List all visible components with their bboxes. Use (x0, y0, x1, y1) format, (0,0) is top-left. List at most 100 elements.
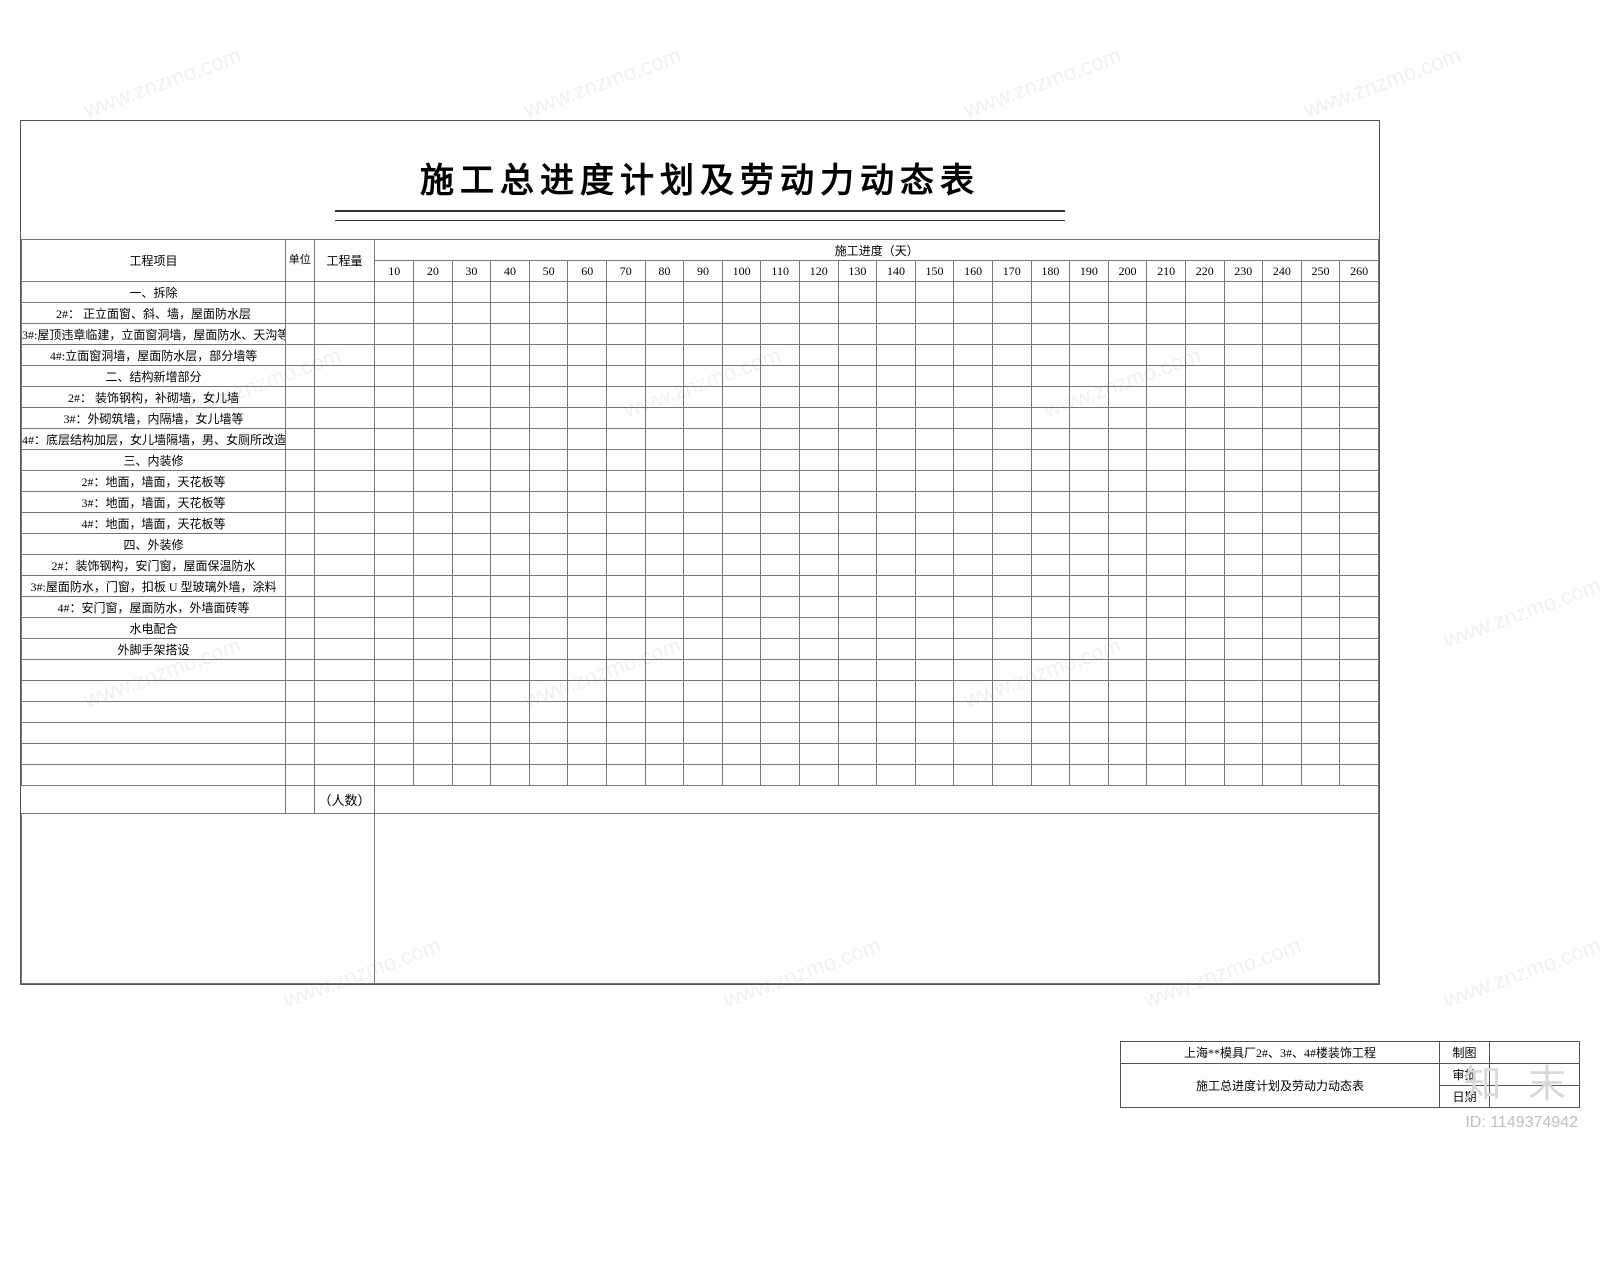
gantt-cell (838, 702, 877, 723)
gantt-cell (1147, 744, 1186, 765)
gantt-cell (1185, 366, 1224, 387)
gantt-cell (915, 450, 954, 471)
gantt-cell (722, 555, 761, 576)
gantt-cell (1031, 765, 1070, 786)
gantt-cell (607, 681, 646, 702)
gantt-cell (799, 408, 838, 429)
gantt-cell (414, 345, 453, 366)
gantt-cell (1224, 576, 1263, 597)
gantt-cell (722, 282, 761, 303)
gantt-cell (645, 345, 684, 366)
gantt-cell (1108, 471, 1147, 492)
gantt-cell (684, 702, 723, 723)
gantt-cell (1031, 492, 1070, 513)
gantt-cell (414, 555, 453, 576)
gantt-cell (1031, 744, 1070, 765)
gantt-cell (761, 492, 800, 513)
gantt-cell (954, 765, 993, 786)
gantt-cell (877, 303, 916, 324)
gantt-cell (645, 408, 684, 429)
gantt-cell (1070, 324, 1109, 345)
gantt-cell (1031, 555, 1070, 576)
gantt-cell (529, 387, 568, 408)
gantt-cell (761, 534, 800, 555)
row-project-label: 3#:屋面防水，门窗，扣板 U 型玻璃外墙，涂料 (22, 576, 286, 597)
row-qty (314, 282, 375, 303)
gantt-cell (491, 345, 530, 366)
gantt-cell (722, 765, 761, 786)
gantt-cell (645, 534, 684, 555)
gantt-cell (452, 765, 491, 786)
th-day: 110 (761, 261, 800, 282)
gantt-cell (1185, 450, 1224, 471)
th-day: 30 (452, 261, 491, 282)
gantt-cell (1031, 303, 1070, 324)
gantt-cell (491, 618, 530, 639)
gantt-cell (1108, 639, 1147, 660)
gantt-cell (529, 513, 568, 534)
gantt-cell (568, 408, 607, 429)
gantt-cell (915, 702, 954, 723)
gantt-cell (414, 408, 453, 429)
gantt-cell (722, 681, 761, 702)
row-project-label: 2#： 装饰钢构，补砌墙，女儿墙 (22, 387, 286, 408)
gantt-cell (1185, 282, 1224, 303)
gantt-cell (722, 387, 761, 408)
gantt-cell (1185, 702, 1224, 723)
gantt-cell (684, 450, 723, 471)
gantt-cell (452, 744, 491, 765)
gantt-cell (722, 471, 761, 492)
gantt-cell (375, 597, 414, 618)
gantt-cell (375, 744, 414, 765)
gantt-cell (452, 429, 491, 450)
row-qty (314, 513, 375, 534)
gantt-cell (1185, 345, 1224, 366)
gantt-cell (568, 618, 607, 639)
gantt-cell (684, 576, 723, 597)
row-unit (286, 408, 314, 429)
gantt-cell (1070, 723, 1109, 744)
gantt-cell (915, 660, 954, 681)
gantt-cell (954, 597, 993, 618)
gantt-cell (838, 534, 877, 555)
gantt-cell (645, 513, 684, 534)
gantt-cell (1340, 744, 1379, 765)
gantt-cell (1263, 576, 1302, 597)
row-project-label (22, 765, 286, 786)
gantt-cell (1070, 618, 1109, 639)
row-project-label: 2#：装饰钢构，安门窗，屋面保温防水 (22, 555, 286, 576)
table-row (22, 702, 1379, 723)
gantt-cell (1301, 492, 1340, 513)
gantt-cell (1108, 492, 1147, 513)
page-title: 施工总进度计划及劳动力动态表 (21, 121, 1379, 210)
table-row: 4#：地面，墙面，天花板等 (22, 513, 1379, 534)
gantt-cell (491, 408, 530, 429)
gantt-cell (838, 408, 877, 429)
gantt-cell (568, 324, 607, 345)
gantt-cell (684, 492, 723, 513)
gantt-cell (1301, 744, 1340, 765)
gantt-cell (414, 723, 453, 744)
gantt-cell (722, 702, 761, 723)
gantt-cell (915, 303, 954, 324)
gantt-cell (607, 303, 646, 324)
row-unit (286, 618, 314, 639)
gantt-cell (452, 723, 491, 744)
gantt-cell (1301, 387, 1340, 408)
gantt-cell (761, 345, 800, 366)
gantt-cell (799, 366, 838, 387)
gantt-cell (1263, 345, 1302, 366)
gantt-cell (1070, 660, 1109, 681)
table-row: 3#：外砌筑墙，内隔墙，女儿墙等 (22, 408, 1379, 429)
gantt-cell (607, 513, 646, 534)
gantt-cell (645, 765, 684, 786)
row-qty (314, 576, 375, 597)
gantt-cell (414, 639, 453, 660)
gantt-cell (491, 387, 530, 408)
schedule-body: 一、拆除2#： 正立面窗、斜、墙，屋面防水层3#:屋顶违章临建，立面窗洞墙，屋面… (22, 282, 1379, 786)
gantt-cell (761, 597, 800, 618)
gantt-cell (954, 639, 993, 660)
th-day: 100 (722, 261, 761, 282)
gantt-cell (877, 471, 916, 492)
gantt-cell (414, 681, 453, 702)
